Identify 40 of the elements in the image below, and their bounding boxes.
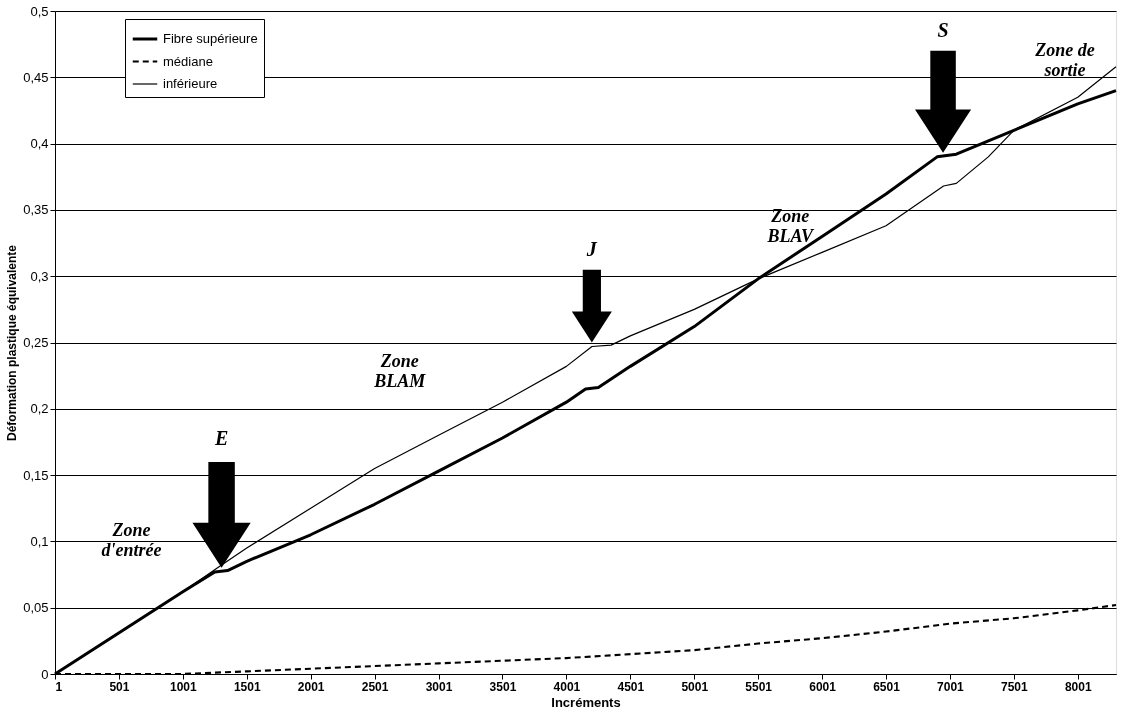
y-tick-label: 0,15 xyxy=(23,467,49,483)
x-tick-label: 3001 xyxy=(425,679,453,694)
y-tick-label: 0,3 xyxy=(30,268,49,284)
annotation: Zone BLAM xyxy=(373,351,427,392)
x-tick-label: 2001 xyxy=(297,679,325,694)
x-tick-label: 5501 xyxy=(745,679,773,694)
x-tick-label: 7501 xyxy=(1001,679,1029,694)
x-tick-label: 1 xyxy=(55,679,63,694)
y-tick-label: 0,1 xyxy=(30,533,49,549)
x-tick-label: 6001 xyxy=(809,679,837,694)
x-tick-label: 7001 xyxy=(937,679,965,694)
annotation: Zone BLAV xyxy=(766,205,816,246)
legend-label: inférieure xyxy=(163,76,218,91)
x-tick-label: 501 xyxy=(109,679,130,694)
x-tick-label: 6501 xyxy=(873,679,901,694)
y-tick-label: 0,2 xyxy=(30,401,49,417)
x-tick-label: 5001 xyxy=(681,679,709,694)
y-tick-label: 0,35 xyxy=(23,202,49,218)
x-tick-label: 4501 xyxy=(617,679,645,694)
x-tick-label: 8001 xyxy=(1064,679,1092,694)
annotation: Zone de sortie xyxy=(1034,39,1095,80)
x-tick-label: 4001 xyxy=(553,679,581,694)
x-tick-label: 3501 xyxy=(489,679,517,694)
y-axis-title: Déformation plastique équivalente xyxy=(5,244,20,442)
legend-label: Fibre supérieure xyxy=(163,31,258,46)
x-axis-title: Incréments xyxy=(551,694,621,710)
x-tick-label: 1001 xyxy=(170,679,198,694)
annotation: E xyxy=(213,426,229,449)
y-tick-label: 0,05 xyxy=(23,600,49,616)
y-tick-label: 0,4 xyxy=(30,136,49,152)
y-tick-label: 0 xyxy=(41,666,49,682)
x-tick-label: 2501 xyxy=(361,679,389,694)
annotation: S xyxy=(937,18,949,41)
y-tick-label: 0,45 xyxy=(23,69,49,85)
x-tick-label: 1501 xyxy=(233,679,261,694)
y-tick-label: 0,25 xyxy=(23,335,49,350)
annotation: J xyxy=(585,237,598,260)
y-tick-label: 0,5 xyxy=(30,3,49,19)
legend-label: médiane xyxy=(163,53,213,69)
annotation: Zone d'entrée xyxy=(101,520,162,561)
